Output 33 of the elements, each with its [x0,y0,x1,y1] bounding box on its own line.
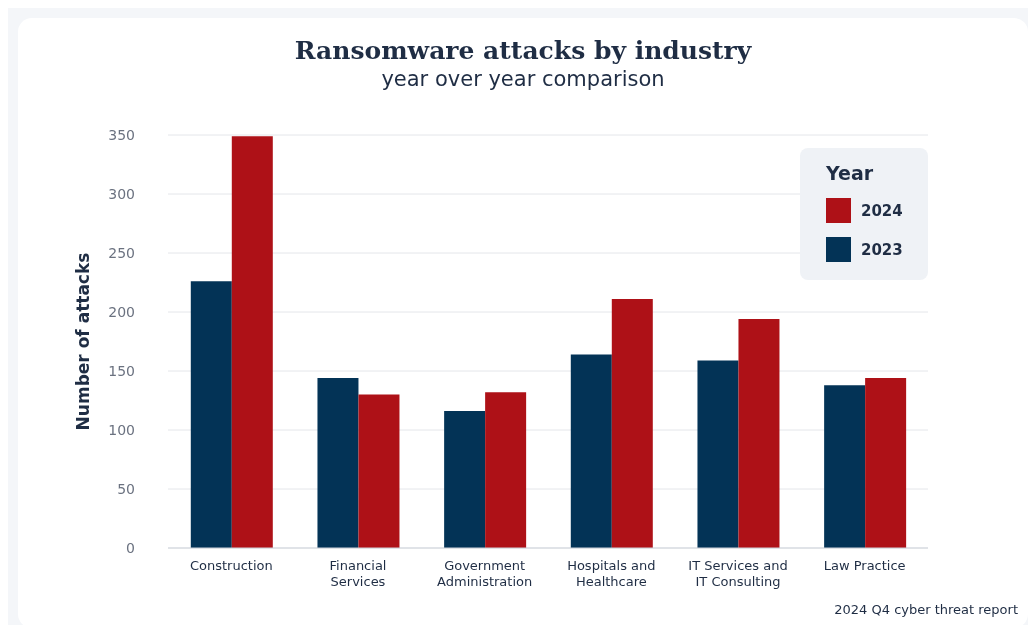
x-tick-label: Construction [189,558,273,573]
bar [231,136,273,548]
bar [738,319,780,548]
bar [444,411,486,548]
chart-title: Ransomware attacks by industry [293,36,753,65]
bar [358,394,400,548]
bar [824,385,866,548]
y-tick-label: 150 [108,362,135,379]
y-tick-label: 350 [108,126,135,143]
x-tick-label: Law Practice [823,558,906,573]
text: 2024 Q4 cyber threat report [834,602,1018,617]
y-tick-label: 100 [108,421,135,438]
x-tick-label: Financial Services [329,558,387,589]
y-tick-label: 250 [108,244,135,261]
bar [611,299,653,548]
legend-label: 2023 [861,240,903,259]
chart-subtitle: year over year comparison [380,67,666,91]
bar [317,378,359,548]
legend-title: Year [826,162,875,184]
y-tick-label: 300 [108,185,135,202]
legend-label: 2024 [861,201,903,220]
bar [697,360,739,548]
y-tick-label: 50 [117,480,135,497]
y-axis-title: Number of attacks [73,252,94,431]
x-tick-label: IT Services and IT Consulting [688,558,788,589]
bar [570,354,612,548]
y-tick-label: 200 [108,303,135,320]
bar [190,281,232,548]
x-tick-label: Government Administration [437,558,533,589]
x-tick-label: Hospitals and Healthcare [567,558,656,589]
bar [865,378,907,548]
bar [485,392,527,548]
y-tick-label: 0 [126,539,135,556]
